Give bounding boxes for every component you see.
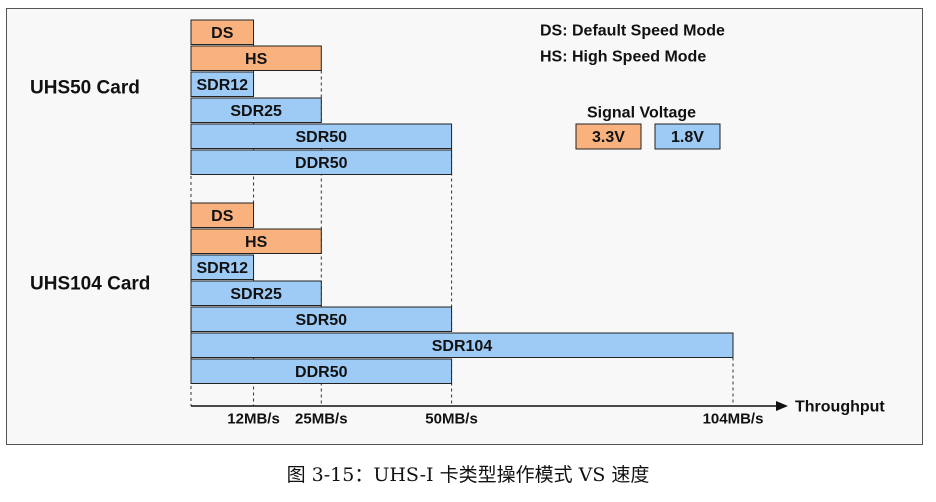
bar-uhs104-card-sdr104	[190, 332, 734, 358]
tick-label-12: 12MB/s	[227, 411, 280, 428]
bar-label-uhs104-card-sdr50: SDR50	[295, 312, 347, 329]
bar-label-uhs50-card-ddr50: DDR50	[295, 155, 348, 172]
legend-swatch-label-3-3v: 3.3V	[592, 129, 625, 146]
tick-label-50: 50MB/s	[425, 411, 478, 428]
x-axis-title: Throughput	[795, 399, 885, 416]
bar-label-uhs50-card-sdr50: SDR50	[295, 129, 347, 146]
bar-label-uhs104-card-sdr25: SDR25	[230, 286, 282, 303]
legend-definition-1: DS: Default Speed Mode	[540, 23, 725, 40]
legend-swatch-label-1-8v: 1.8V	[671, 129, 704, 146]
bar-uhs50-card-hs	[190, 45, 322, 71]
bar-label-uhs104-card-hs: HS	[245, 234, 268, 251]
bar-uhs104-card-sdr50	[190, 306, 453, 332]
legend-voltage-title: Signal Voltage	[587, 105, 696, 122]
bar-label-uhs50-card-sdr12: SDR12	[196, 77, 248, 94]
bar-label-uhs50-card-sdr25: SDR25	[230, 103, 282, 120]
bar-uhs104-card-sdr25	[190, 280, 322, 306]
bar-uhs50-card-ddr50	[190, 149, 453, 175]
bar-uhs50-card-sdr50	[190, 123, 453, 149]
bar-uhs50-card-sdr25	[190, 97, 322, 123]
legend-definition-2: HS: High Speed Mode	[540, 49, 706, 66]
figure-frame	[6, 8, 923, 445]
bar-uhs50-card-sdr12	[190, 71, 255, 97]
bar-label-uhs50-card-hs: HS	[245, 51, 268, 68]
bar-uhs104-card-ds	[190, 202, 255, 228]
bar-uhs50-card-ds	[190, 19, 255, 45]
bar-label-uhs104-card-ds: DS	[211, 208, 234, 225]
bar-uhs104-card-ddr50	[190, 358, 453, 384]
legend-swatch-3-3v	[575, 123, 642, 150]
card-label-uhs50-card: UHS50 Card	[30, 78, 140, 99]
tick-label-104: 104MB/s	[703, 411, 764, 428]
bar-label-uhs104-card-sdr12: SDR12	[196, 260, 248, 277]
bar-label-uhs104-card-ddr50: DDR50	[295, 364, 348, 381]
throughput-chart: DS HS SDR12 SDR25 SDR50 DDR50 UHS50 Card DS HS SD…	[30, 19, 885, 428]
x-axis-arrow	[776, 401, 788, 411]
bar-label-uhs104-card-sdr104: SDR104	[432, 338, 493, 355]
card-label-uhs104-card: UHS104 Card	[30, 274, 150, 295]
bar-uhs104-card-sdr12	[190, 254, 255, 280]
bar-uhs104-card-hs	[190, 228, 322, 254]
tick-label-25: 25MB/s	[295, 411, 348, 428]
legend-swatch-1-8v	[654, 123, 721, 150]
figure-caption: 图 3-15：UHS-I 卡类型操作模式 VS 速度	[286, 464, 650, 486]
bar-label-uhs50-card-ds: DS	[211, 25, 234, 42]
